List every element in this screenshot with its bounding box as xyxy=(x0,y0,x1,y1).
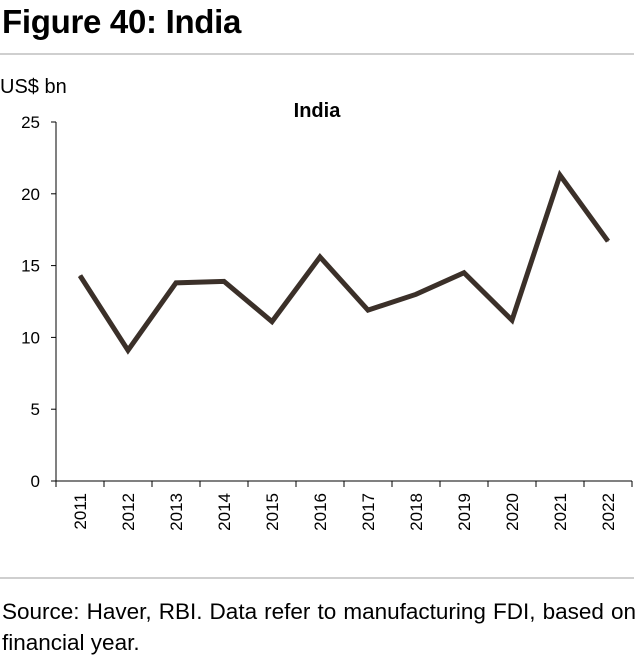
x-tick-label: 2020 xyxy=(503,493,522,531)
series-layer xyxy=(77,169,611,355)
axes xyxy=(55,122,632,482)
y-axis-unit-label: US$ bn xyxy=(0,76,67,98)
data-point xyxy=(175,282,177,284)
chart-title: India xyxy=(294,100,342,122)
data-point xyxy=(559,174,561,176)
x-tick-label: 2022 xyxy=(599,493,618,531)
x-tick-label: 2019 xyxy=(455,493,474,531)
data-point xyxy=(415,293,417,295)
series-line-0 xyxy=(77,169,611,355)
x-axis-ticks: 2011 2012 2013 2014 2015 2016 2017 2018 2019 2020… xyxy=(55,481,633,531)
data-point xyxy=(367,309,369,311)
data-point xyxy=(319,256,321,258)
data-point xyxy=(511,319,513,321)
y-tick-label: 0 xyxy=(31,472,40,491)
x-tick-label: 2015 xyxy=(263,493,282,531)
x-tick-label: 2017 xyxy=(359,493,378,531)
x-tick-label: 2014 xyxy=(215,493,234,531)
data-point xyxy=(127,349,129,351)
x-tick-label: 2021 xyxy=(551,493,570,531)
y-tick-label: 5 xyxy=(31,400,40,419)
x-tick-label: 2011 xyxy=(71,493,90,530)
source-note: Source: Haver, RBI. Data refer to manufa… xyxy=(2,599,636,655)
y-tick-label: 25 xyxy=(21,113,40,132)
figure-title: Figure 40: India xyxy=(2,3,242,40)
y-tick-label: 10 xyxy=(21,328,40,347)
x-tick-label: 2016 xyxy=(311,493,330,531)
y-tick-label: 15 xyxy=(21,257,40,276)
data-point xyxy=(223,280,225,282)
data-point xyxy=(607,240,609,242)
line-chart: US$ bn India 0 5 10 15 20 25 2011 2012 2013 2014… xyxy=(0,76,633,531)
top-divider xyxy=(0,53,634,55)
data-point xyxy=(463,272,465,274)
y-axis-ticks: 0 5 10 15 20 25 xyxy=(21,113,56,491)
data-point xyxy=(79,275,81,277)
x-tick-label: 2012 xyxy=(119,493,138,531)
bottom-divider xyxy=(0,577,634,579)
x-tick-label: 2013 xyxy=(167,493,186,531)
y-tick-label: 20 xyxy=(21,185,40,204)
data-point xyxy=(271,321,273,323)
x-tick-label: 2018 xyxy=(407,493,426,531)
